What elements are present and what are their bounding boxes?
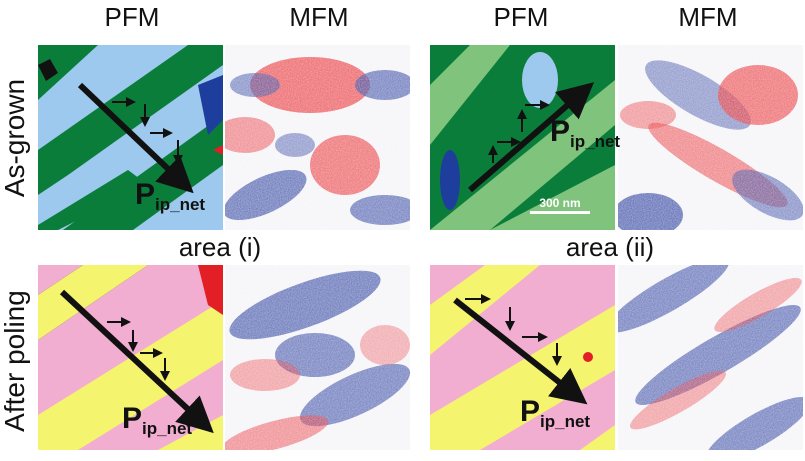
column-title-mfm-i: MFM — [289, 2, 349, 32]
scale-bar-label: 300 nm — [539, 196, 581, 210]
mfm-image-area-i-after-poling — [225, 265, 410, 450]
scale-bar: 300 nm — [530, 196, 590, 214]
pnet-label-area-ii-as-grown: Pip_net — [550, 115, 621, 151]
pnet-label-area-i-as-grown: Pip_net — [135, 178, 206, 214]
pnet-label-area-ii-after-poling: Pip_net — [520, 395, 591, 431]
column-title-mfm-ii: MFM — [678, 2, 738, 32]
pnet-label-area-i-after-poling: Pip_net — [122, 402, 193, 438]
row-label-after-poling: After poling — [0, 290, 30, 432]
scale-bar-line — [530, 211, 590, 214]
mfm-image-area-ii-as-grown — [618, 45, 803, 230]
mfm-image-area-i-as-grown — [225, 45, 410, 230]
area-label-i: area (i) — [178, 232, 262, 262]
column-title-pfm-i: PFM — [104, 2, 160, 32]
column-title-pfm-ii: PFM — [493, 2, 549, 32]
row-label-as-grown: As-grown — [0, 78, 30, 198]
mfm-image-area-ii-after-poling — [618, 265, 803, 450]
area-label-ii: area (ii) — [565, 232, 655, 262]
